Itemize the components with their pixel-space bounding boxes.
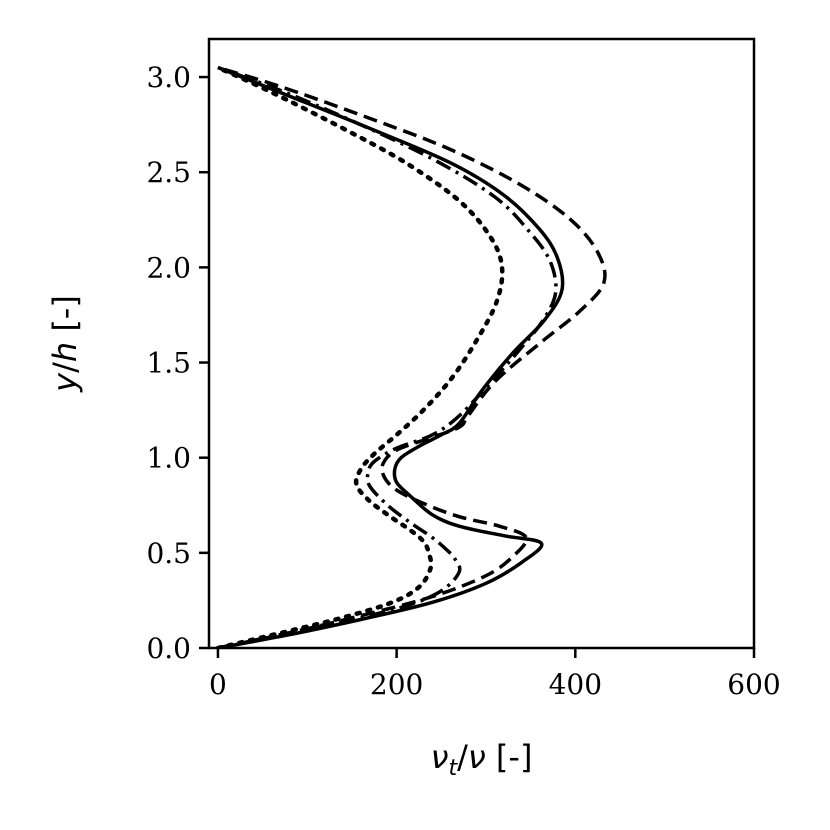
chart-marks [215,65,607,648]
x-tick-label: 200 [370,668,423,701]
y-tick-label: 0.5 [146,537,191,570]
y-tick-label: 2.0 [146,251,191,284]
y-tick-label: 0.0 [146,632,191,665]
y-axis-label: y/h [-] [46,295,84,393]
series-line-dotted [215,65,505,648]
ticks: 0 200 400 600 0.0 0.5 1.0 1.5 2.0 2.5 3.0 [146,61,780,701]
x-tick-label: 0 [209,668,227,701]
y-tick-label: 3.0 [146,61,191,94]
x-tick-label: 600 [727,668,780,701]
y-tick-label: 1.5 [146,347,191,380]
x-tick-label: 400 [549,668,602,701]
series-line-dashdot [217,65,558,648]
series-line-dashed [217,65,607,648]
series-line-solid [217,65,565,648]
x-axis-label: νt/ν [-] [431,738,533,781]
y-tick-label: 1.0 [146,442,191,475]
plot-frame [207,37,756,650]
y-tick-label: 2.5 [146,156,191,189]
